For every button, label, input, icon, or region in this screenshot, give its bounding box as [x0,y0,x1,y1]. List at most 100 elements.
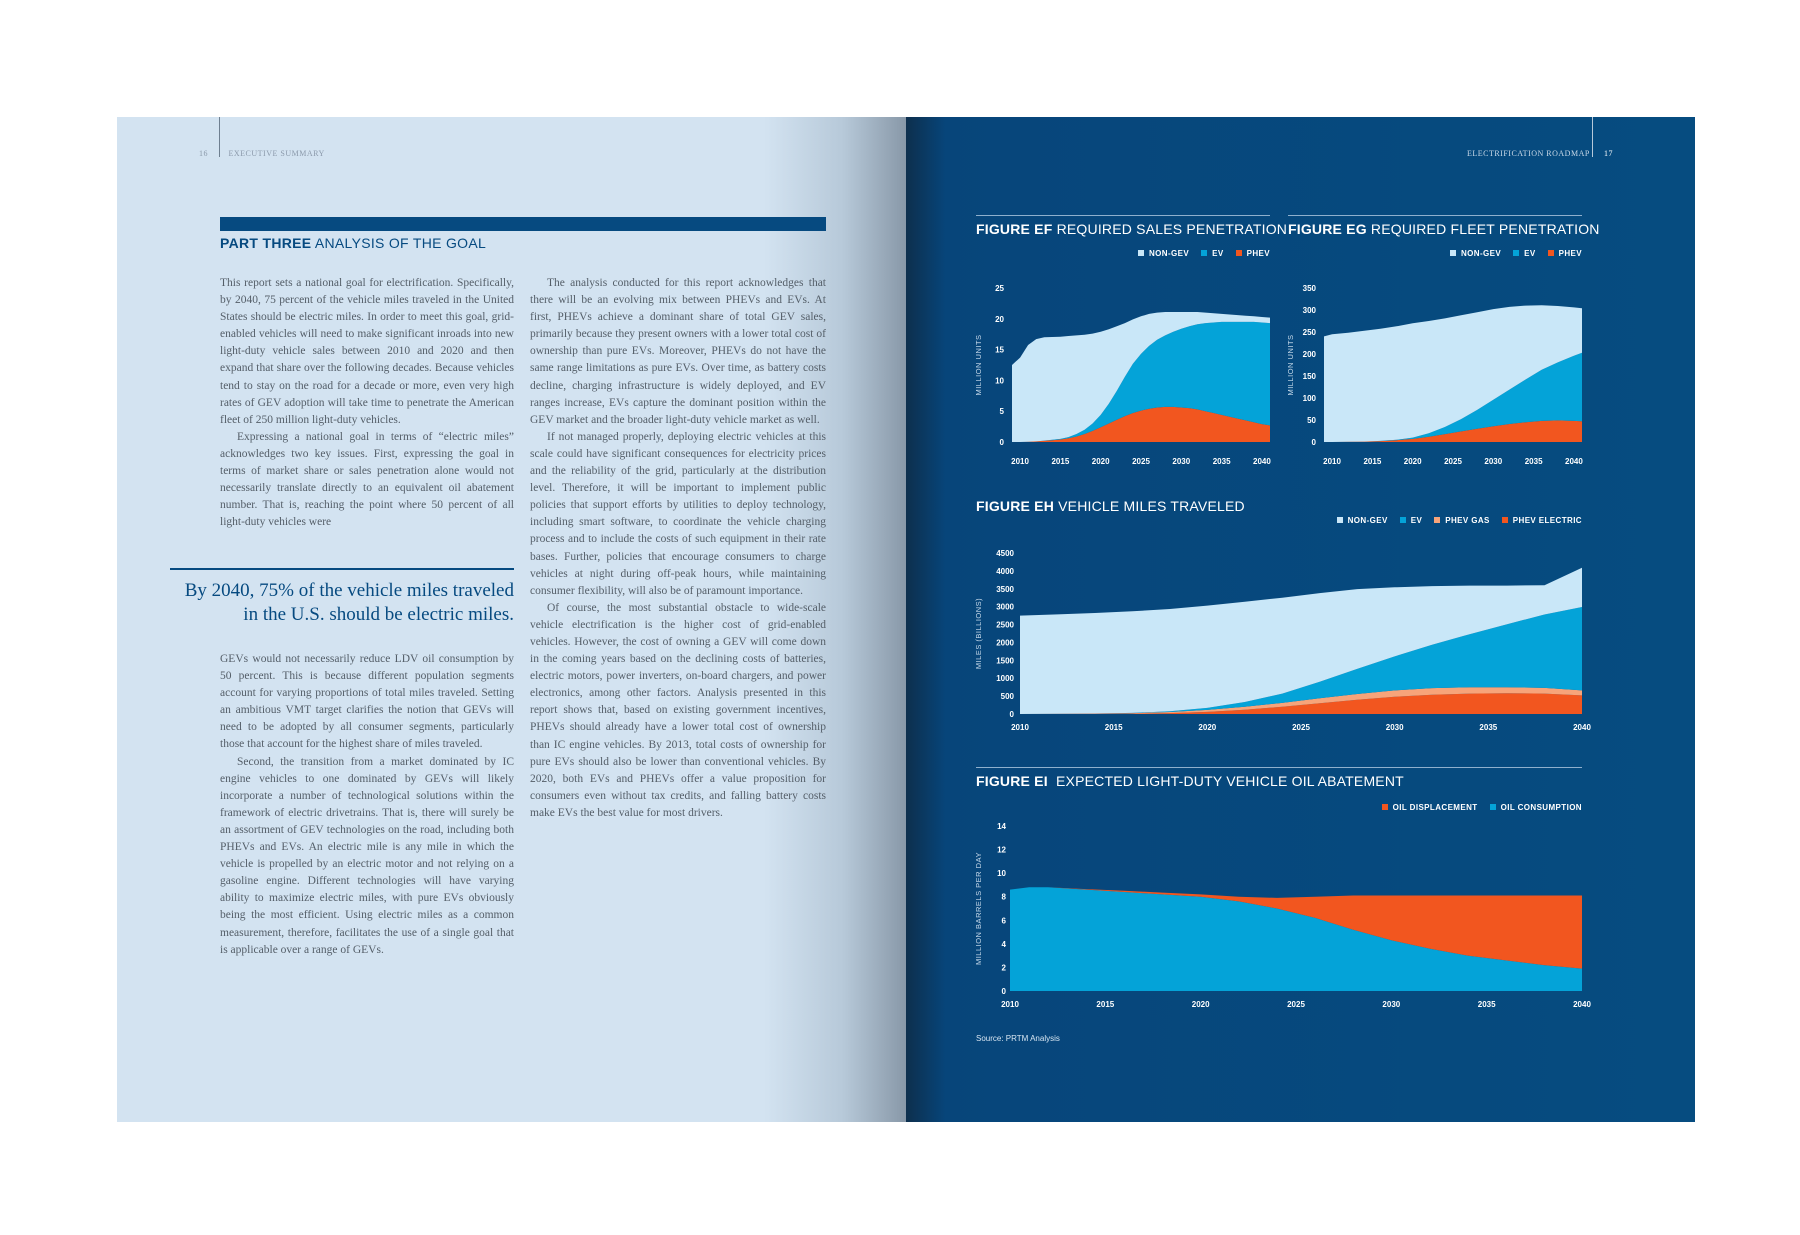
y-tick-label: 250 [1303,328,1317,337]
legend-item: NON-GEV [1137,249,1190,258]
y-tick-label: 0 [1000,438,1005,447]
x-tick-label: 2035 [1479,723,1497,732]
legend-swatch [1235,250,1242,256]
legend-item: NON-GEV [1336,516,1388,525]
figure-rule [976,215,1270,216]
chart-legend: OIL DISPLACEMENT OIL CONSUMPTION [1370,803,1582,812]
y-tick-label: 5 [1000,407,1005,416]
legend-item: EV [1201,249,1223,258]
x-tick-label: 2025 [1287,1000,1305,1009]
x-tick-label: 2035 [1478,1000,1496,1009]
folio: 16 EXECUTIVE SUMMARY [199,149,325,158]
legend-item: PHEV GAS [1434,516,1490,525]
x-tick-label: 2010 [1001,1000,1019,1009]
x-tick-label: 2030 [1172,457,1190,466]
x-tick-label: 2040 [1565,457,1583,466]
chart-legend: NON-GEV EV PHEV [1438,249,1582,258]
y-tick-label: 350 [1303,284,1317,293]
y-tick-label: 4500 [996,549,1014,558]
left-page: 16 EXECUTIVE SUMMARY PART THREE ANALYSIS… [117,117,906,1122]
y-tick-label: 20 [995,315,1004,324]
y-axis-title: MILLION UNITS [974,334,983,395]
folio-rule [219,117,220,157]
figure-title: FIGURE EG REQUIRED FLEET PENETRATION [1288,221,1600,237]
x-tick-label: 2020 [1404,457,1422,466]
legend-item: PHEV [1547,249,1582,258]
series-area-oil-displacement [1010,887,1582,969]
y-tick-label: 14 [997,822,1006,831]
figure-rule [1288,215,1582,216]
y-tick-label: 2 [1002,963,1007,972]
y-axis-title: MILLION BARRELS PER DAY [974,852,983,965]
section-title: ANALYSIS OF THE GOAL [314,235,487,251]
x-tick-label: 2030 [1386,723,1404,732]
y-tick-label: 0 [1010,710,1015,719]
y-tick-label: 1500 [996,656,1014,665]
y-tick-label: 0 [1002,987,1007,996]
figure-rule [976,767,1582,768]
x-tick-label: 2040 [1573,1000,1591,1009]
y-tick-label: 500 [1001,692,1015,701]
y-tick-label: 6 [1002,916,1007,925]
y-axis-title: MILLION UNITS [1286,334,1295,395]
legend-swatch [1547,250,1554,256]
chart-eh-svg: 0 500 1000 1500 2000 2500 3000 3500 4000 4500 2010… [974,549,1591,732]
page-number: 17 [1604,149,1613,158]
legend-label: EV [1524,249,1536,258]
x-tick-label: 2015 [1096,1000,1114,1009]
series-area-non-gev [1324,305,1582,442]
figure-label: FIGURE EF [976,221,1053,237]
y-tick-label: 12 [997,846,1006,855]
source-note: Source: PRTM Analysis [976,1034,1060,1043]
y-tick-label: 1000 [996,674,1014,683]
x-tick-label: 2040 [1253,457,1271,466]
running-head: ELECTRIFICATION ROADMAP [1466,149,1590,158]
figure-eh: FIGURE EH VEHICLE MILES TRAVELED 0 500 100… [974,492,1591,732]
x-tick-label: 2015 [1051,457,1069,466]
paragraph: GEVs would not necessarily reduce LDV oi… [220,653,514,751]
paragraph: Expressing a national goal in terms of “… [220,430,514,529]
y-tick-label: 200 [1303,350,1317,359]
figure-eg: FIGURE EG REQUIRED FLEET PENETRATION 0 50… [1286,215,1599,466]
y-tick-label: 100 [1303,394,1317,403]
x-tick-label: 2020 [1198,723,1216,732]
series-area-non-gev [1020,567,1582,714]
legend-swatch [1201,250,1208,256]
x-tick-label: 2025 [1292,723,1310,732]
series-area-non-gev [1012,312,1270,442]
x-tick-label: 2010 [1011,723,1029,732]
chart-ei-svg: 0 2 4 6 8 10 12 14 2010 2015 2020 2025 2030 2035 2040 M… [974,822,1591,1009]
paragraph: This report sets a national goal for ele… [220,277,514,426]
legend-item: EV [1513,249,1535,258]
figure-title-text: REQUIRED SALES PENETRATION [1056,221,1288,237]
x-tick-label: 2025 [1444,457,1462,466]
legend-swatch [1399,517,1406,523]
series-area-oil-consumption [1010,887,1582,991]
legend-label: NON-GEV [1347,516,1388,525]
y-tick-label: 3000 [996,603,1014,612]
x-tick-label: 2030 [1382,1000,1400,1009]
legend-label: NON-GEV [1148,249,1190,258]
paragraph: If not managed properly, deploying elect… [530,430,826,597]
legend-item: OIL CONSUMPTION [1489,803,1582,812]
folio-rule [1592,117,1593,157]
legend-label: EV [1212,249,1224,258]
legend-label: PHEV ELECTRIC [1512,516,1582,525]
legend-label: OIL DISPLACEMENT [1392,803,1478,812]
y-tick-label: 10 [995,376,1004,385]
series-area-phev-electric [1020,693,1582,714]
body-column-1-bottom: GEVs would not necessarily reduce LDV oi… [220,651,514,959]
y-tick-label: 10 [997,869,1006,878]
figure-title: FIGURE EF REQUIRED SALES PENETRATION [976,221,1287,237]
legend-swatch [1137,250,1144,256]
legend-label: PHEV GAS [1445,516,1490,525]
y-tick-label: 15 [995,346,1004,355]
legend-label: EV [1410,516,1423,525]
y-tick-label: 150 [1303,372,1317,381]
figure-label: FIGURE EI [976,773,1048,789]
y-tick-label: 4000 [996,567,1014,576]
x-tick-label: 2010 [1323,457,1341,466]
x-tick-label: 2020 [1192,1000,1210,1009]
x-tick-label: 2015 [1363,457,1381,466]
